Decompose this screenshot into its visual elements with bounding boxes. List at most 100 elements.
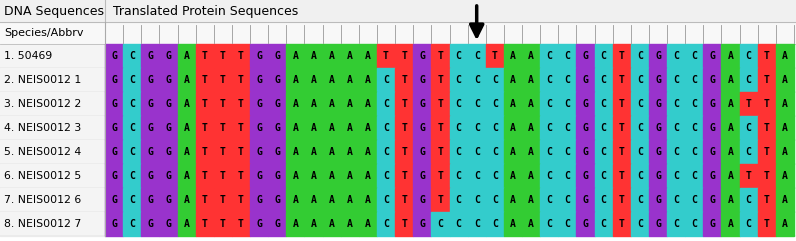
Bar — [467, 164, 486, 188]
Bar — [467, 212, 486, 236]
Bar — [776, 116, 794, 140]
Text: T: T — [220, 195, 226, 205]
Bar — [304, 164, 322, 188]
Bar — [431, 116, 450, 140]
Text: C: C — [692, 51, 697, 61]
Bar — [739, 188, 758, 212]
Bar — [595, 116, 613, 140]
Bar — [431, 164, 450, 188]
Bar — [504, 188, 522, 212]
Bar — [196, 164, 214, 188]
Bar — [377, 140, 395, 164]
Bar — [685, 44, 704, 68]
Text: T: T — [238, 75, 244, 85]
Bar — [322, 116, 341, 140]
Bar — [250, 116, 268, 140]
Bar — [123, 92, 141, 116]
Text: G: G — [166, 75, 171, 85]
Bar — [486, 68, 504, 92]
Bar — [613, 44, 630, 68]
Bar — [123, 68, 141, 92]
Text: A: A — [310, 219, 317, 229]
Text: A: A — [347, 75, 353, 85]
Bar — [649, 116, 667, 140]
Text: T: T — [746, 171, 751, 181]
Text: A: A — [292, 219, 298, 229]
Bar — [287, 212, 304, 236]
Text: G: G — [147, 123, 154, 133]
Text: C: C — [564, 123, 570, 133]
Text: T: T — [238, 171, 244, 181]
Bar — [522, 68, 540, 92]
Text: 1. 50469: 1. 50469 — [4, 51, 53, 61]
Text: T: T — [238, 147, 244, 157]
Bar — [685, 68, 704, 92]
Bar — [178, 92, 196, 116]
Bar — [649, 44, 667, 68]
Bar — [486, 44, 504, 68]
Bar — [486, 188, 504, 212]
Text: A: A — [529, 219, 534, 229]
Bar — [522, 140, 540, 164]
Text: 3. NEIS0012 2: 3. NEIS0012 2 — [4, 99, 81, 109]
Text: C: C — [692, 123, 697, 133]
Text: G: G — [655, 219, 661, 229]
Text: G: G — [583, 99, 588, 109]
Bar — [377, 164, 395, 188]
Bar — [105, 212, 123, 236]
Text: G: G — [111, 219, 117, 229]
Text: G: G — [655, 147, 661, 157]
Bar — [431, 44, 450, 68]
Bar — [667, 92, 685, 116]
Text: T: T — [401, 75, 407, 85]
Text: C: C — [455, 147, 462, 157]
Text: A: A — [347, 51, 353, 61]
Bar — [395, 44, 413, 68]
Bar — [159, 68, 178, 92]
Bar — [214, 116, 232, 140]
Bar — [504, 212, 522, 236]
Bar — [450, 188, 467, 212]
Text: A: A — [782, 51, 788, 61]
Text: C: C — [564, 99, 570, 109]
Bar — [613, 188, 630, 212]
Text: C: C — [383, 147, 389, 157]
Bar — [758, 188, 776, 212]
Text: G: G — [256, 51, 262, 61]
Bar — [776, 212, 794, 236]
Text: C: C — [546, 51, 552, 61]
Bar — [431, 212, 450, 236]
Text: C: C — [746, 195, 751, 205]
Bar — [450, 212, 467, 236]
Text: T: T — [238, 99, 244, 109]
Text: C: C — [673, 99, 679, 109]
Text: G: G — [709, 171, 716, 181]
Text: C: C — [129, 171, 135, 181]
Text: C: C — [129, 51, 135, 61]
Text: A: A — [510, 123, 516, 133]
Bar — [450, 164, 467, 188]
Bar — [341, 68, 359, 92]
Text: A: A — [728, 123, 733, 133]
Text: T: T — [220, 75, 226, 85]
Text: G: G — [147, 171, 154, 181]
Bar — [395, 68, 413, 92]
Text: A: A — [292, 75, 298, 85]
Bar — [123, 188, 141, 212]
Bar — [359, 116, 377, 140]
Bar — [649, 188, 667, 212]
Text: C: C — [492, 195, 498, 205]
Text: C: C — [455, 51, 462, 61]
Text: Species/Abbrv: Species/Abbrv — [4, 28, 84, 38]
Bar — [341, 212, 359, 236]
Text: T: T — [438, 123, 443, 133]
Text: C: C — [692, 147, 697, 157]
Bar — [232, 164, 250, 188]
Bar — [649, 140, 667, 164]
Text: T: T — [618, 51, 625, 61]
Text: C: C — [746, 51, 751, 61]
Text: T: T — [238, 219, 244, 229]
Bar — [304, 68, 322, 92]
Text: G: G — [419, 123, 425, 133]
Text: G: G — [147, 99, 154, 109]
